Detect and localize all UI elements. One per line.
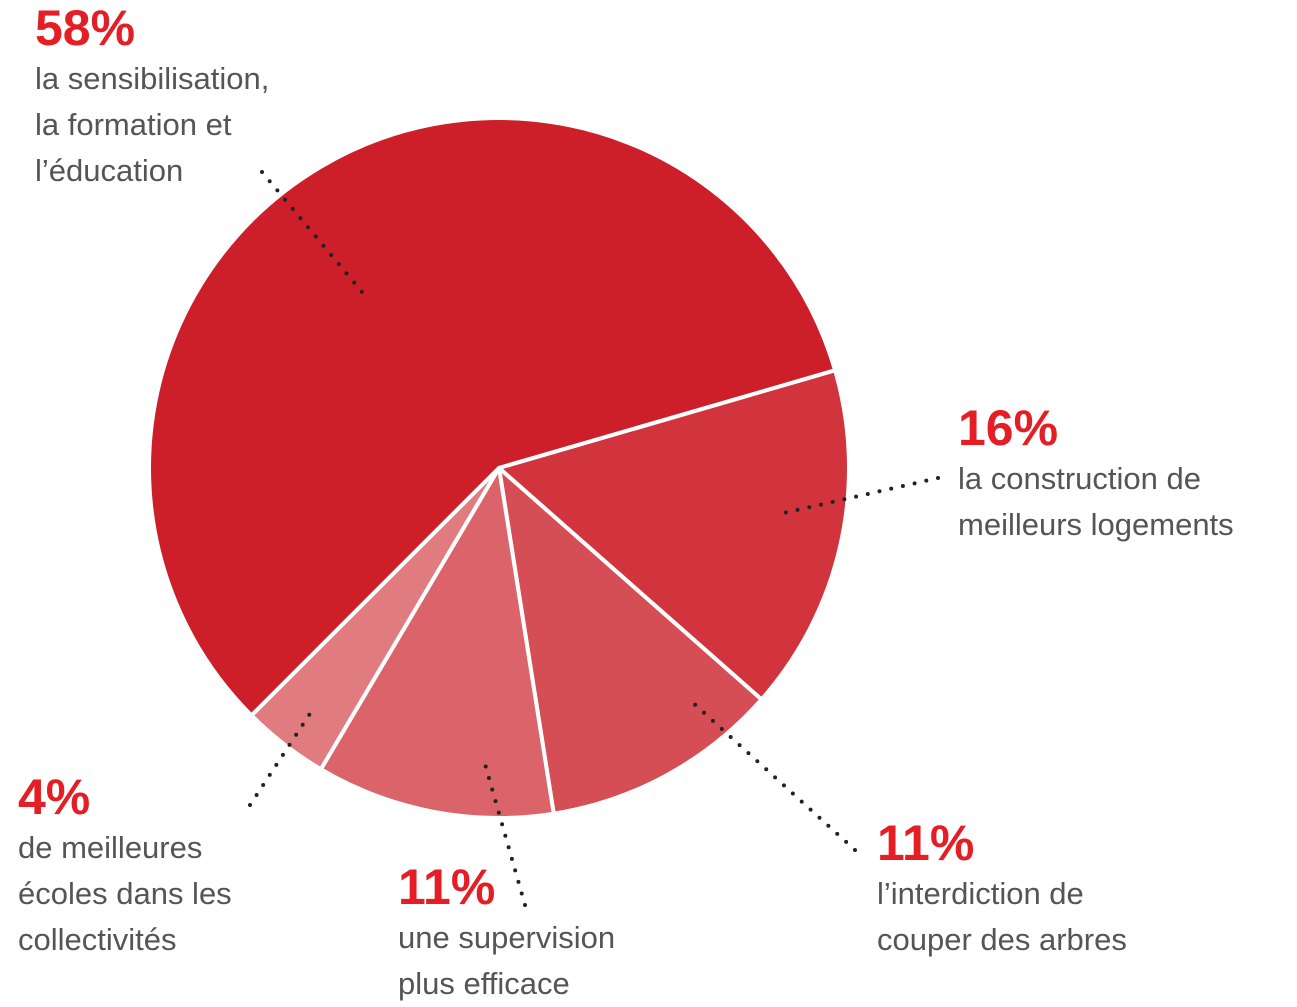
pie-slice <box>318 466 556 820</box>
category-label: l’interdiction de couper des arbres <box>877 876 1127 957</box>
percent-label: 11% <box>877 815 975 871</box>
slice-label: 11% l’interdiction de couper des arbres <box>877 815 1127 963</box>
category-label: la sensibilisation, la formation et l’éd… <box>35 61 270 188</box>
leader-line <box>248 704 317 807</box>
percent-label: 58% <box>35 0 136 56</box>
pie-slice <box>497 368 851 702</box>
category-label: la construction de meilleurs logements <box>958 461 1234 542</box>
slice-label: 58% la sensibilisation, la formation et l… <box>35 0 269 194</box>
slice-label: 4% de meilleures écoles dans les collecti… <box>18 769 232 963</box>
percent-label: 16% <box>958 400 1059 456</box>
pie-slice <box>249 466 501 772</box>
pie-slice <box>147 115 838 718</box>
leader-line <box>688 698 857 852</box>
pie-slice <box>497 466 764 816</box>
leader-line <box>773 476 940 517</box>
category-label: de meilleures écoles dans les collectivi… <box>18 830 232 957</box>
percent-label: 4% <box>18 769 91 825</box>
leader-line <box>260 170 364 294</box>
leader-line <box>481 755 527 907</box>
slice-label: 11% une supervision plus efficace <box>398 859 615 1007</box>
category-label: une supervision plus efficace <box>398 920 616 1001</box>
percent-label: 11% <box>398 859 496 915</box>
slice-label: 16% la construction de meilleurs logement… <box>958 400 1234 548</box>
